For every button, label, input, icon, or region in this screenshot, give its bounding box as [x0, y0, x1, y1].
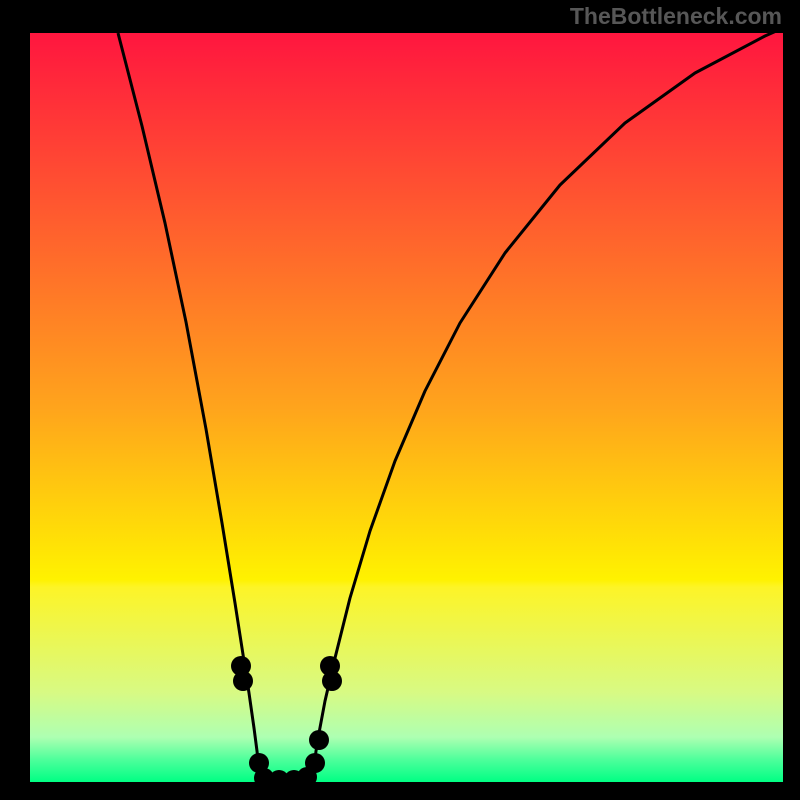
chart-svg	[0, 0, 800, 800]
data-marker	[233, 671, 253, 691]
data-marker	[305, 753, 325, 773]
data-marker	[320, 656, 340, 676]
marker-group	[231, 656, 342, 790]
v-curve	[118, 28, 783, 780]
chart-frame: TheBottleneck.com	[0, 0, 800, 800]
attribution-watermark: TheBottleneck.com	[570, 3, 782, 30]
data-marker	[309, 730, 329, 750]
